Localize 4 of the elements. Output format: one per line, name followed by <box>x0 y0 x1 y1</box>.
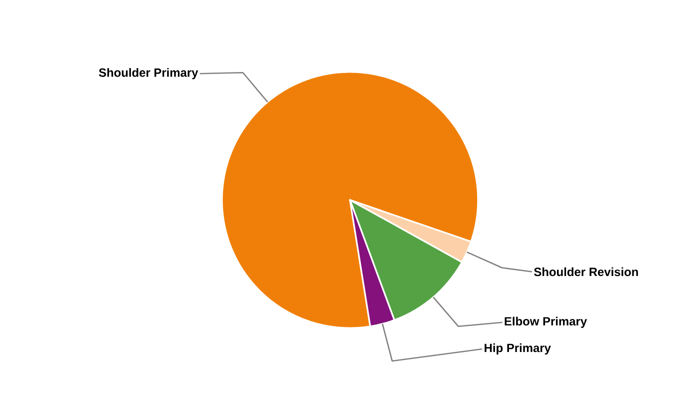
slice-label: Elbow Primary <box>504 316 587 328</box>
slice-label: Hip Primary <box>484 343 551 355</box>
slice-label: Shoulder Revision <box>534 267 638 276</box>
slice-label: Shoulder Primary <box>98 68 198 80</box>
